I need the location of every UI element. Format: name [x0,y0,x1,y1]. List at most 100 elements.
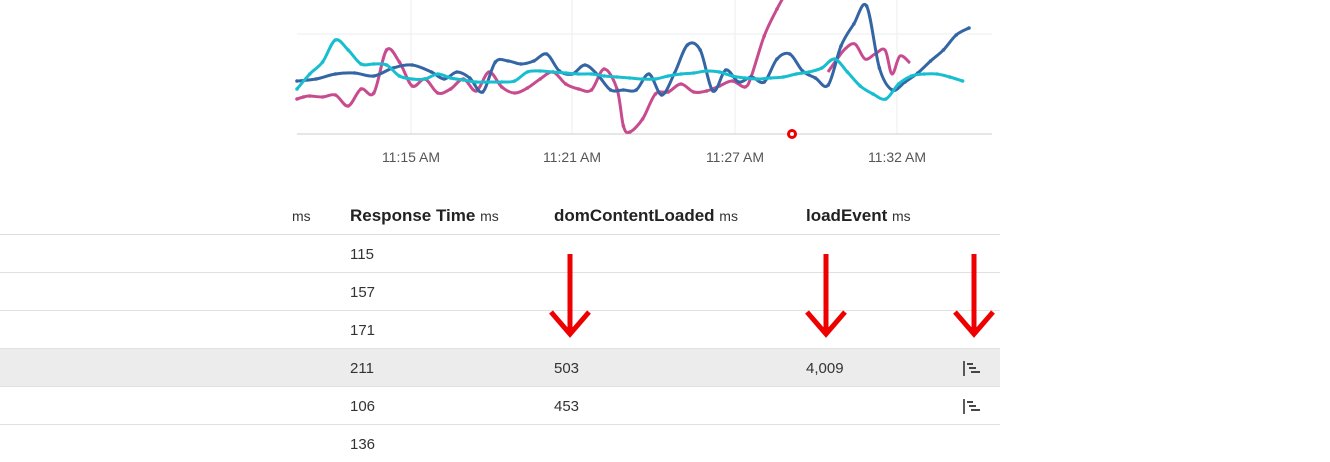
series-point [877,66,882,70]
trace-waterfall-icon[interactable] [962,359,982,382]
series-point [775,7,779,11]
series-point [640,117,645,121]
event-marker[interactable] [787,129,797,139]
series-point [301,95,306,99]
series-point [858,84,862,88]
series-point [295,79,299,83]
table-header: ms Response Time ms domContentLoaded ms … [0,196,1000,235]
series-point [352,71,357,75]
series-point [909,74,914,78]
series-point [762,34,766,38]
x-tick-label: 11:27 AM [706,149,764,165]
series-point [788,52,792,56]
series-point [455,70,459,74]
series-point [436,91,440,95]
series-point [794,72,798,76]
series-point [653,92,658,96]
series-point [660,93,664,97]
column-header-load-event[interactable]: loadEvent ms [806,206,911,225]
series-point [730,74,734,78]
series-point [698,48,702,52]
series-path [296,0,784,135]
response-time-cell: 157 [350,284,376,301]
response-time-cell: 136 [350,436,376,453]
series-point [666,74,670,78]
series-point [512,79,517,83]
series-point [410,84,415,88]
series-point [589,72,594,76]
series-point [743,76,747,80]
series-line-1 [295,2,971,97]
trace-waterfall-icon[interactable] [962,397,982,420]
series-point [679,82,683,86]
table-row[interactable]: 171 [0,311,1000,349]
series-point [551,70,555,74]
series-point [295,97,299,101]
response-time-cell: 115 [350,246,374,263]
series-point [775,57,779,61]
series-point [628,130,632,134]
series-point [314,77,319,81]
series-point [448,87,453,91]
series-point [736,80,741,84]
series-point [762,80,766,84]
series-point [410,77,415,81]
response-time-cell: 211 [350,360,374,377]
series-point [692,71,696,75]
response-time-chart: 11:15 AM 11:21 AM 11:27 AM 11:32 AM [295,0,992,165]
column-header-truncated[interactable]: ms [292,208,311,224]
series-point [500,85,504,89]
series-point [692,90,696,94]
series-point [621,124,626,128]
series-point [544,52,549,56]
series-point [954,33,958,37]
series-point [474,80,479,84]
series-point [410,63,415,67]
x-tick-label: 11:21 AM [543,149,601,165]
series-point [372,74,376,78]
series-point [372,91,376,95]
series-point [653,77,658,81]
table-row[interactable]: 136 [0,425,1000,462]
chart-series [295,0,971,135]
series-point [333,93,338,97]
series-point [743,85,747,89]
series-point [781,75,786,79]
series-point [826,83,830,87]
load-event-cell: 4,009 [806,360,844,377]
series-point [852,22,856,26]
series-point [500,80,504,84]
table-row[interactable]: 115 [0,235,1000,273]
response-time-cell: 106 [350,398,376,415]
x-tick-label: 11:15 AM [382,149,440,165]
series-point [372,62,376,66]
series-point [621,88,626,92]
series-point [423,77,427,81]
series-point [308,94,312,98]
x-axis: 11:15 AM 11:21 AM 11:27 AM 11:32 AM [382,149,926,165]
series-point [634,88,638,92]
series-point [871,92,875,96]
series-point [717,70,722,74]
series-point [333,38,338,42]
series-point [429,70,434,74]
table-row[interactable]: 157 [0,273,1000,311]
series-point [583,63,587,67]
series-point [397,60,402,64]
series-point [384,48,389,52]
series-point [359,62,363,66]
series-point [839,44,843,48]
column-header-dom-content-loaded[interactable]: domContentLoaded ms [554,206,738,225]
series-point [346,104,351,108]
series-point [519,62,523,66]
series-point [384,63,389,67]
series-point [820,66,824,70]
column-header-response-time[interactable]: Response Time ms [350,206,499,225]
series-point [512,91,517,95]
table-row-highlighted[interactable]: 211 503 4,009 [0,349,1000,387]
series-path-segment [826,42,912,76]
table-row[interactable]: 106 453 [0,387,1000,425]
annotation-arrow-down-icon [953,254,995,338]
series-point [308,72,312,76]
series-point [532,59,536,63]
